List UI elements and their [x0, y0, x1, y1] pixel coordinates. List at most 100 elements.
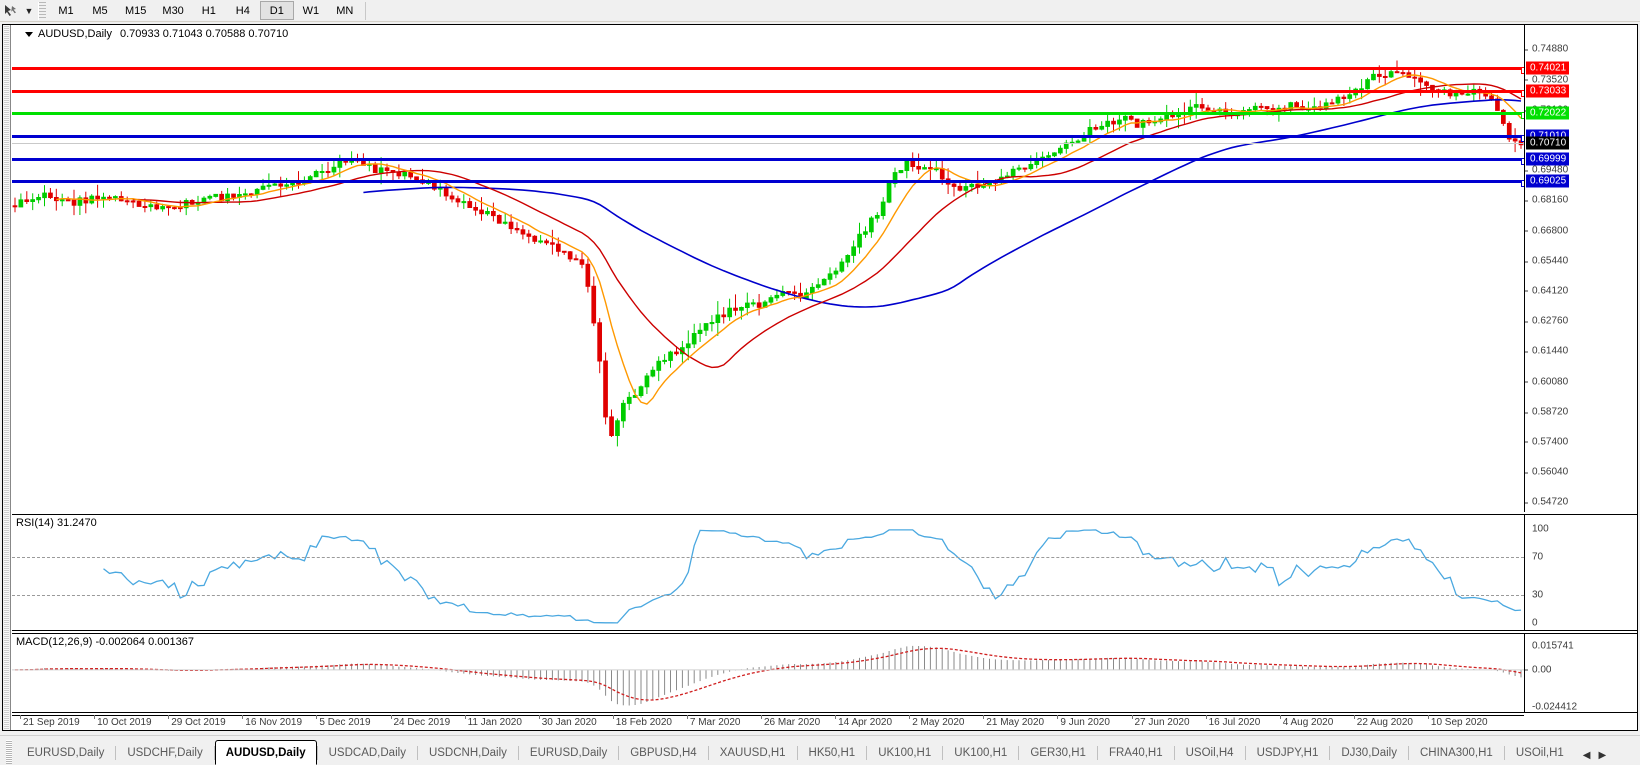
chart-tab-dj30-daily[interactable]: DJ30,Daily — [1341, 747, 1397, 759]
price-tag-resistance-0.74021: 0.74021 — [1526, 61, 1570, 75]
chevron-down-icon[interactable]: ▼ — [24, 5, 34, 16]
level-handle[interactable] — [1521, 89, 1524, 97]
chart-tab-hk50-h1[interactable]: HK50,H1 — [808, 747, 856, 759]
price-candles — [12, 60, 1524, 447]
macd-plot[interactable] — [12, 634, 1524, 712]
level-line-pivot-0.72022[interactable] — [12, 112, 1524, 120]
timeframe-button-d1[interactable]: D1 — [259, 1, 294, 20]
tab-divider — [1018, 746, 1020, 760]
price-tick-0.62760: 0.62760 — [1525, 316, 1568, 327]
level-line-support-0.71010[interactable] — [12, 134, 1524, 142]
price-tag-current-price-0.70710: 0.70710 — [1526, 136, 1570, 150]
tab-divider — [517, 746, 519, 760]
chart-tab-usoil-h4[interactable]: USOil,H4 — [1185, 747, 1234, 759]
timeframe-button-h4[interactable]: H4 — [235, 4, 250, 17]
time-tick — [390, 715, 392, 719]
time-tick — [983, 715, 985, 719]
tab-divider — [618, 746, 620, 760]
tab-divider — [942, 746, 944, 760]
chart-tab-bar[interactable]: EURUSD,Daily USDCHF,Daily AUDUSD,Daily USDC… — [0, 735, 1640, 765]
time-tick — [1131, 715, 1133, 719]
rsi-tick-30: 30 — [1532, 589, 1544, 601]
rsi-label: RSI(14) 31.2470 — [16, 517, 97, 529]
price-tag-support-0.69999: 0.69999 — [1526, 152, 1570, 166]
time-tick — [168, 715, 170, 719]
chart-tab-eurusd-daily[interactable]: EURUSD,Daily — [27, 747, 105, 759]
chart-tab-ger30-h1[interactable]: GER30,H1 — [1030, 747, 1086, 759]
level-line-support-0.69999[interactable] — [12, 157, 1524, 165]
price-tag-resistance-0.73033: 0.73033 — [1526, 84, 1570, 97]
rsi-tick-70: 70 — [1532, 551, 1544, 563]
scrollbar-grip — [4, 25, 9, 730]
rsi-axis[interactable]: 100 70 30 0 — [1524, 515, 1637, 630]
timeframe-button-w1[interactable]: W1 — [302, 4, 320, 17]
timeframe-button-m5[interactable]: M5 — [92, 4, 108, 17]
time-label-14-Apr-2020: 14 Apr 2020 — [838, 717, 893, 728]
timeframe-button-mn[interactable]: MN — [336, 4, 354, 17]
chart-left-scrollbar[interactable] — [3, 25, 11, 730]
time-label-21-Sep-2019: 21 Sep 2019 — [23, 717, 80, 728]
crosshair-cursor-icon[interactable] — [0, 1, 22, 21]
chart-area[interactable]: AUDUSD,Daily 0.70933 0.71043 0.70588 0.7… — [2, 24, 1638, 731]
level-handle[interactable] — [1521, 112, 1524, 120]
macd-pane[interactable]: MACD(12,26,9) -0.002064 0.001367 0.01574… — [12, 633, 1637, 713]
tab-divider — [416, 746, 418, 760]
rsi-guide-30 — [12, 594, 1524, 596]
chart-tab-usdchf-daily[interactable]: USDCHF,Daily — [127, 747, 203, 759]
time-label-9-Jun-2020: 9 Jun 2020 — [1060, 717, 1110, 728]
time-tick — [1205, 715, 1207, 719]
level-handle[interactable] — [1521, 67, 1524, 75]
tab-scroll-controls[interactable]: ◀ ▶ — [1579, 750, 1610, 761]
time-axis[interactable]: 21 Sep 2019 10 Oct 2019 29 Oct 2019 16 Nov … — [12, 715, 1637, 730]
tab-divider — [1407, 746, 1409, 760]
tab-next-icon[interactable]: ▶ — [1598, 750, 1607, 761]
rsi-plot[interactable] — [12, 515, 1524, 630]
chart-tab-uk100-h1[interactable]: UK100,H1 — [878, 747, 932, 759]
tab-divider — [1329, 746, 1331, 760]
price-pane[interactable]: AUDUSD,Daily 0.70933 0.71043 0.70588 0.7… — [12, 25, 1637, 512]
collapse-triangle-icon[interactable] — [25, 31, 33, 37]
time-tick — [686, 715, 688, 719]
chart-tab-usdcnh-daily[interactable]: USDCNH,Daily — [428, 747, 507, 759]
chart-tab-usdcad-daily[interactable]: USDCAD,Daily — [328, 747, 406, 759]
timeframe-button-h1[interactable]: H1 — [201, 4, 216, 17]
tabbar-drag-handle[interactable] — [6, 740, 12, 764]
time-tick — [1057, 715, 1059, 719]
tab-divider — [1096, 746, 1098, 760]
level-handle[interactable] — [1521, 179, 1524, 187]
level-line-resistance-0.73033[interactable] — [12, 89, 1524, 97]
price-plot[interactable] — [12, 25, 1524, 512]
macd-tick--0.024412: -0.024412 — [1532, 701, 1578, 713]
chart-tab-china300-h1[interactable]: CHINA300,H1 — [1419, 747, 1493, 759]
toolbar-drag-handle[interactable] — [38, 1, 46, 20]
time-label-18-Feb-2020: 18 Feb 2020 — [615, 717, 672, 728]
tab-prev-icon[interactable]: ◀ — [1582, 750, 1591, 761]
price-tick-0.58720: 0.58720 — [1525, 407, 1568, 418]
level-handle[interactable] — [1521, 134, 1524, 142]
macd-axis[interactable]: 0.015741 0.00 -0.024412 — [1524, 634, 1637, 713]
rsi-pane[interactable]: RSI(14) 31.2470 100 70 30 0 — [12, 514, 1637, 631]
price-tick-0.73520: 0.73520 — [1525, 74, 1568, 85]
chart-tab-usdjpy-h1[interactable]: USDJPY,H1 — [1256, 747, 1319, 759]
timeframe-button-m1[interactable]: M1 — [58, 4, 74, 17]
timeframe-button-m15[interactable]: M15 — [125, 4, 147, 17]
chart-tab-audusd-daily[interactable]: AUDUSD,Daily — [214, 740, 317, 765]
time-tick — [1427, 715, 1429, 719]
time-label-5-Dec-2019: 5 Dec 2019 — [319, 717, 371, 728]
chart-tab-uk100-h1[interactable]: UK100,H1 — [954, 747, 1008, 759]
time-label-30-Jan-2020: 30 Jan 2020 — [541, 717, 597, 728]
time-tick — [835, 715, 837, 719]
time-label-10-Sep-2020: 10 Sep 2020 — [1430, 717, 1488, 728]
chart-tab-usoil-h1[interactable]: USOil,H1 — [1515, 747, 1564, 759]
chart-tab-xauusd-h1[interactable]: XAUUSD,H1 — [719, 747, 786, 759]
level-line-resistance-0.74021[interactable] — [12, 67, 1524, 75]
level-line-support-0.69025[interactable] — [12, 179, 1524, 187]
timeframe-button-m30[interactable]: M30 — [162, 4, 184, 17]
chart-tab-eurusd-daily[interactable]: EURUSD,Daily — [529, 747, 608, 759]
chart-tab-gbpusd-h4[interactable]: GBPUSD,H4 — [630, 747, 697, 759]
chart-tab-fra40-h1[interactable]: FRA40,H1 — [1108, 747, 1163, 759]
time-axis-line — [12, 715, 1524, 716]
price-axis[interactable]: 0.748800.735200.721600.694800.681600.668… — [1524, 25, 1637, 512]
level-handle[interactable] — [1521, 157, 1524, 165]
